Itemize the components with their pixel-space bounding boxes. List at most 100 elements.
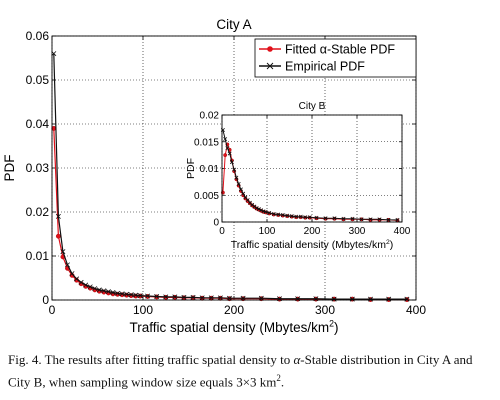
- data-point: [232, 167, 237, 172]
- data-point: [298, 214, 303, 219]
- data-point: [307, 215, 312, 220]
- data-point: [119, 291, 125, 297]
- caption-suffix: .: [280, 374, 285, 390]
- chart-title: City B: [299, 101, 326, 112]
- legend-box: [254, 38, 417, 78]
- x-tick-label: 400: [394, 226, 411, 237]
- data-point: [115, 290, 121, 296]
- data-point: [368, 217, 373, 222]
- data-point: [172, 294, 178, 300]
- data-point: [227, 151, 232, 156]
- chart-title: City A: [216, 17, 251, 32]
- data-point: [87, 284, 93, 290]
- legend-swatch-marker: [267, 46, 273, 52]
- data-point: [263, 209, 268, 214]
- x-tick-label: 300: [349, 226, 366, 237]
- data-point: [256, 207, 261, 212]
- x-tick-label: 100: [133, 303, 153, 317]
- data-point: [101, 288, 107, 294]
- data-point: [267, 210, 272, 215]
- data-point: [217, 295, 223, 301]
- y-tick-label: 0.015: [194, 137, 219, 148]
- y-axis-label: PDF: [185, 158, 197, 179]
- data-point: [303, 215, 308, 220]
- data-point: [128, 292, 134, 298]
- data-point: [69, 271, 75, 277]
- x-tick-label: 0: [219, 226, 225, 237]
- y-tick-label: 0.01: [26, 249, 50, 263]
- data-point: [377, 217, 382, 222]
- data-point: [145, 293, 151, 299]
- data-point: [74, 276, 80, 282]
- data-point: [96, 287, 102, 293]
- data-point: [110, 290, 116, 296]
- data-point: [349, 296, 355, 302]
- y-tick-label: 0: [213, 218, 219, 229]
- data-point: [404, 296, 410, 302]
- y-tick-label: 0.02: [26, 205, 50, 219]
- legend-swatch-marker: [266, 62, 274, 70]
- axes-frame: [221, 114, 403, 223]
- data-point: [341, 216, 346, 221]
- caption-middle: -Stable distribution in City A and City …: [8, 352, 473, 390]
- data-point: [55, 233, 61, 239]
- data-point: [259, 208, 264, 213]
- data-point: [83, 282, 89, 288]
- data-point: [133, 292, 139, 298]
- x-tick-label: 400: [406, 303, 426, 317]
- caption-alpha: α: [293, 352, 301, 367]
- data-point: [285, 213, 290, 218]
- data-point: [395, 217, 400, 222]
- caption-sup: 2: [276, 373, 281, 383]
- y-tick-label: 0.005: [194, 191, 219, 202]
- data-point: [332, 216, 337, 221]
- data-point: [323, 216, 328, 221]
- data-point: [238, 187, 243, 192]
- data-point: [294, 214, 299, 219]
- data-point: [181, 294, 187, 300]
- data-point: [280, 213, 285, 218]
- data-point: [154, 293, 160, 299]
- data-point: [225, 146, 230, 151]
- data-point: [276, 212, 281, 217]
- data-point: [368, 296, 373, 302]
- data-point: [137, 293, 143, 299]
- data-point: [124, 291, 130, 297]
- data-point: [78, 279, 84, 285]
- y-tick-label: 0.03: [26, 161, 50, 175]
- data-point: [254, 206, 259, 211]
- data-point: [163, 294, 169, 300]
- data-point: [105, 289, 111, 295]
- data-point: [229, 160, 234, 165]
- y-axis-label: PDF: [2, 155, 17, 182]
- data-point: [271, 211, 276, 216]
- caption-prefix: Fig. 4. The results after fitting traffi…: [8, 352, 294, 367]
- x-tick-label: 300: [315, 303, 335, 317]
- data-point: [386, 296, 392, 302]
- series-line: [53, 53, 407, 300]
- series-line: [222, 129, 398, 221]
- legend-label: Fitted α-Stable PDF: [285, 43, 395, 57]
- y-tick-label: 0.01: [200, 164, 220, 175]
- data-point: [250, 202, 255, 207]
- data-point: [234, 175, 239, 180]
- series-empirical: [220, 127, 400, 222]
- x-axis-label: Traffic spatial density (Mbytes/km2): [130, 319, 339, 335]
- figure-caption: Fig. 4. The results after fitting traffi…: [8, 351, 494, 391]
- legend: Fitted α-Stable PDF Empirical PDF: [254, 38, 417, 78]
- data-point: [236, 182, 241, 186]
- data-point: [223, 137, 228, 142]
- data-point: [64, 262, 70, 268]
- data-point: [199, 295, 205, 301]
- data-point: [190, 294, 196, 300]
- data-point: [241, 191, 246, 196]
- figure: 0 100 200 300 400 0 0.01 0.02 0.03 0.04 0.05 0.06 Ci…: [2, 17, 426, 335]
- data-point: [331, 296, 337, 302]
- series-empirical: [51, 51, 410, 302]
- data-point: [223, 153, 228, 158]
- data-point: [92, 286, 98, 292]
- x-tick-label: 0: [49, 303, 56, 317]
- data-point: [208, 295, 214, 301]
- data-point: [350, 216, 355, 221]
- y-tick-label: 0.06: [26, 29, 50, 43]
